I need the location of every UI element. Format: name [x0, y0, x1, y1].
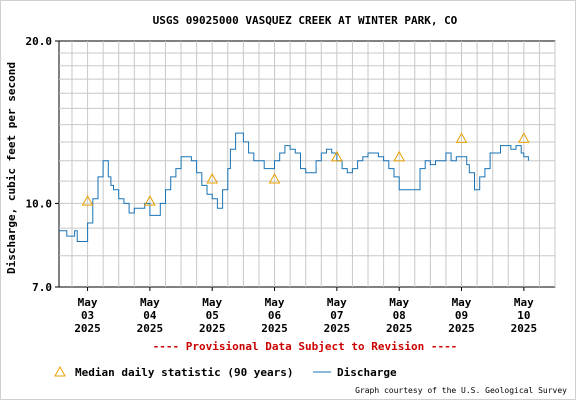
median-point	[393, 150, 406, 162]
x-tick-label: May 03 2025	[74, 296, 101, 335]
x-tick-label: May 04 2025	[137, 296, 164, 335]
median-point	[331, 150, 343, 162]
median-point	[206, 172, 219, 184]
y-tick-label: 20.0	[26, 35, 53, 48]
y-tick-label: 7.0	[32, 281, 52, 294]
grid-lines	[59, 41, 556, 287]
x-tick-label: May 10 2025	[511, 296, 538, 335]
x-tick-label: May 05 2025	[199, 296, 226, 335]
x-tick-label: May 07 2025	[324, 296, 351, 335]
median-point	[268, 172, 281, 184]
series-layer	[59, 132, 530, 242]
y-axis-label: Discharge, cubic feet per second	[5, 62, 18, 274]
median-point	[455, 132, 468, 143]
legend-triangle-icon	[54, 365, 66, 377]
median-point	[144, 195, 156, 206]
chart-title: USGS 09025000 VASQUEZ CREEK AT WINTER PA…	[153, 14, 458, 27]
discharge-line	[59, 132, 529, 242]
legend: Median daily statistic (90 years) Discha…	[54, 365, 397, 379]
provisional-notice: ---- Provisional Data Subject to Revisio…	[153, 340, 458, 353]
legend-median-label: Median daily statistic (90 years)	[75, 366, 294, 379]
y-axis: 7.0 10.0 20.0	[26, 35, 59, 294]
x-tick-label: May 09 2025	[448, 296, 475, 335]
median-point	[517, 132, 530, 143]
x-axis: May 03 2025 May 04 2025 May 05 2025 May 06 2025 May 0…	[74, 287, 537, 335]
legend-discharge-label: Discharge	[337, 366, 397, 379]
x-tick-label: May 06 2025	[261, 296, 288, 335]
credit-text: Graph courtesy of the U.S. Geological Su…	[355, 386, 567, 395]
median-point	[81, 195, 94, 206]
x-tick-label: May 08 2025	[386, 296, 413, 335]
y-tick-label: 10.0	[26, 197, 53, 210]
plot-area	[58, 40, 556, 288]
